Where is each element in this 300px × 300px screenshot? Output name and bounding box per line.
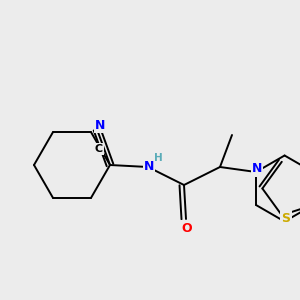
Text: S: S: [281, 212, 290, 225]
Text: N: N: [252, 163, 262, 176]
Text: H: H: [154, 153, 162, 163]
Text: N: N: [144, 160, 154, 172]
Text: C: C: [94, 144, 103, 154]
Text: O: O: [182, 221, 192, 235]
Text: N: N: [95, 119, 105, 132]
